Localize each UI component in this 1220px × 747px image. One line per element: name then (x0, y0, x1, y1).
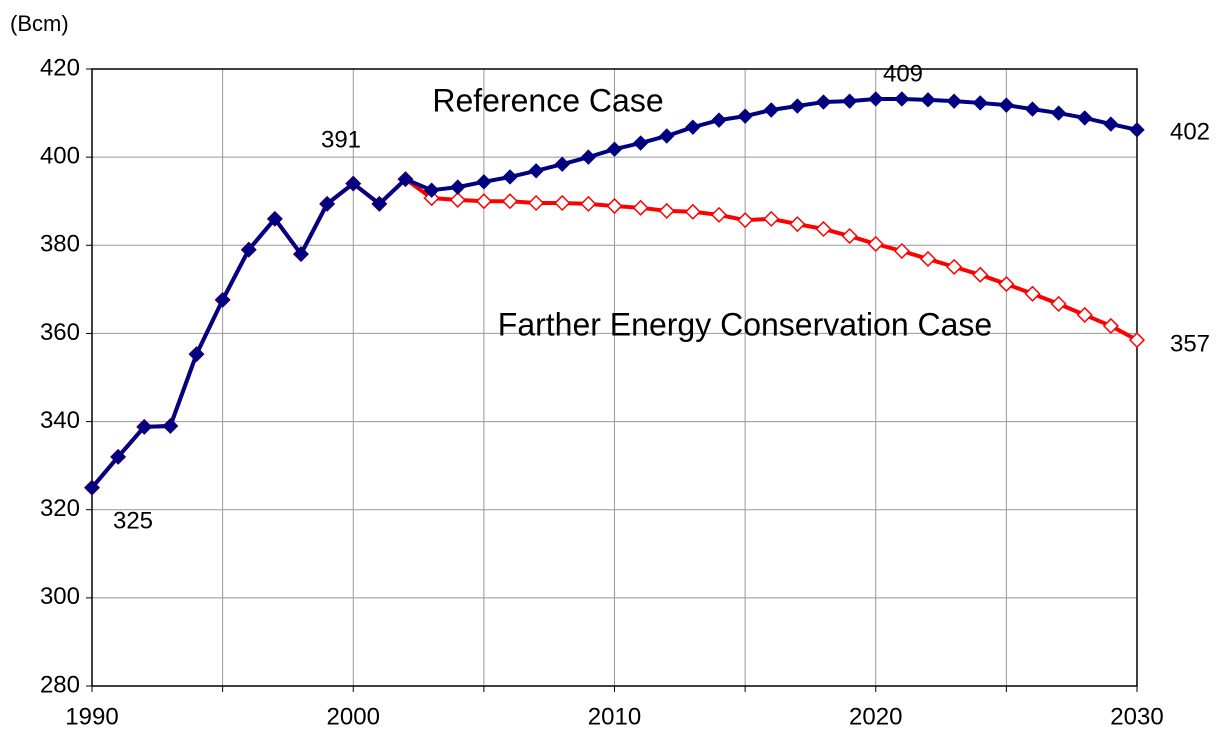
data-point (371, 196, 388, 212)
data-point (449, 191, 466, 208)
data-point (711, 112, 727, 128)
data-point (345, 175, 361, 192)
data-point (162, 418, 179, 434)
y-tick-label: 340 (40, 407, 80, 434)
x-tick-label: 2010 (588, 703, 641, 730)
data-point (1103, 116, 1119, 132)
data-point (815, 94, 832, 110)
data-point (1077, 110, 1093, 126)
data-point (972, 95, 988, 111)
data-point (1128, 331, 1146, 349)
data-point (737, 212, 754, 229)
data-point (501, 193, 519, 210)
data-point (450, 179, 466, 195)
data-point (188, 346, 205, 362)
data-point (1050, 105, 1067, 121)
data-point (423, 182, 440, 198)
data-point (763, 210, 780, 227)
annotation: 391 (321, 126, 361, 153)
x-tick-label: 2000 (327, 703, 380, 730)
data-point (1024, 285, 1041, 302)
data-point (528, 163, 544, 179)
data-point (685, 119, 701, 135)
data-point (632, 199, 649, 216)
data-point (293, 246, 309, 262)
series-label: Farther Energy Conservation Case (498, 306, 992, 342)
data-point (476, 174, 492, 190)
x-tick-label: 2020 (849, 703, 902, 730)
y-tick-label: 380 (40, 231, 80, 258)
data-point (1102, 317, 1119, 334)
data-point (710, 206, 728, 223)
y-tick-label: 280 (40, 671, 80, 698)
data-point (241, 241, 257, 258)
data-point (841, 93, 858, 109)
annotation: 409 (883, 60, 923, 87)
data-point (554, 194, 571, 212)
data-point (789, 216, 806, 233)
annotation: 357 (1170, 330, 1210, 357)
y-axis-label: (Bcm) (10, 11, 69, 36)
data-point (659, 128, 675, 144)
data-point (894, 91, 910, 107)
data-point (632, 135, 649, 151)
data-point (658, 202, 675, 219)
data-point (528, 194, 545, 212)
data-point (868, 91, 884, 107)
data-point (1076, 306, 1093, 323)
annotation: 402 (1170, 118, 1210, 145)
plot-frame (91, 68, 1138, 687)
data-point (815, 220, 832, 238)
data-point (920, 92, 936, 108)
data-point (946, 93, 962, 109)
data-point (998, 97, 1015, 113)
data-point (110, 449, 126, 465)
data-point (789, 98, 806, 114)
data-point (214, 292, 231, 308)
data-point (554, 156, 570, 172)
data-point (397, 171, 414, 187)
data-point (580, 195, 597, 212)
y-tick-label: 300 (40, 583, 80, 610)
data-point (267, 211, 283, 227)
series-label: Reference Case (432, 82, 663, 118)
data-point (919, 250, 937, 268)
data-point (972, 266, 989, 283)
data-point (84, 479, 100, 496)
data-point (841, 227, 858, 245)
data-point (580, 149, 597, 165)
data-point (606, 141, 623, 157)
data-point (1024, 101, 1041, 117)
data-point (1129, 122, 1145, 138)
data-point (893, 242, 910, 260)
data-point (502, 169, 518, 185)
y-tick-label: 360 (40, 319, 80, 346)
data-point (423, 190, 440, 207)
y-tick-label: 420 (40, 54, 80, 81)
data-point (136, 419, 152, 435)
data-point (737, 108, 753, 124)
data-point (1050, 295, 1067, 312)
x-tick-label: 2030 (1110, 703, 1163, 730)
data-point (684, 203, 701, 220)
x-tick-label: 1990 (65, 703, 118, 730)
data-point (867, 235, 884, 253)
data-point (319, 196, 335, 212)
data-point (946, 258, 963, 275)
annotation: 325 (113, 507, 153, 534)
data-point (763, 102, 779, 118)
data-point (606, 198, 623, 215)
y-tick-label: 400 (40, 142, 80, 169)
data-point (998, 276, 1015, 293)
data-point (475, 193, 492, 210)
y-tick-label: 320 (40, 495, 80, 522)
